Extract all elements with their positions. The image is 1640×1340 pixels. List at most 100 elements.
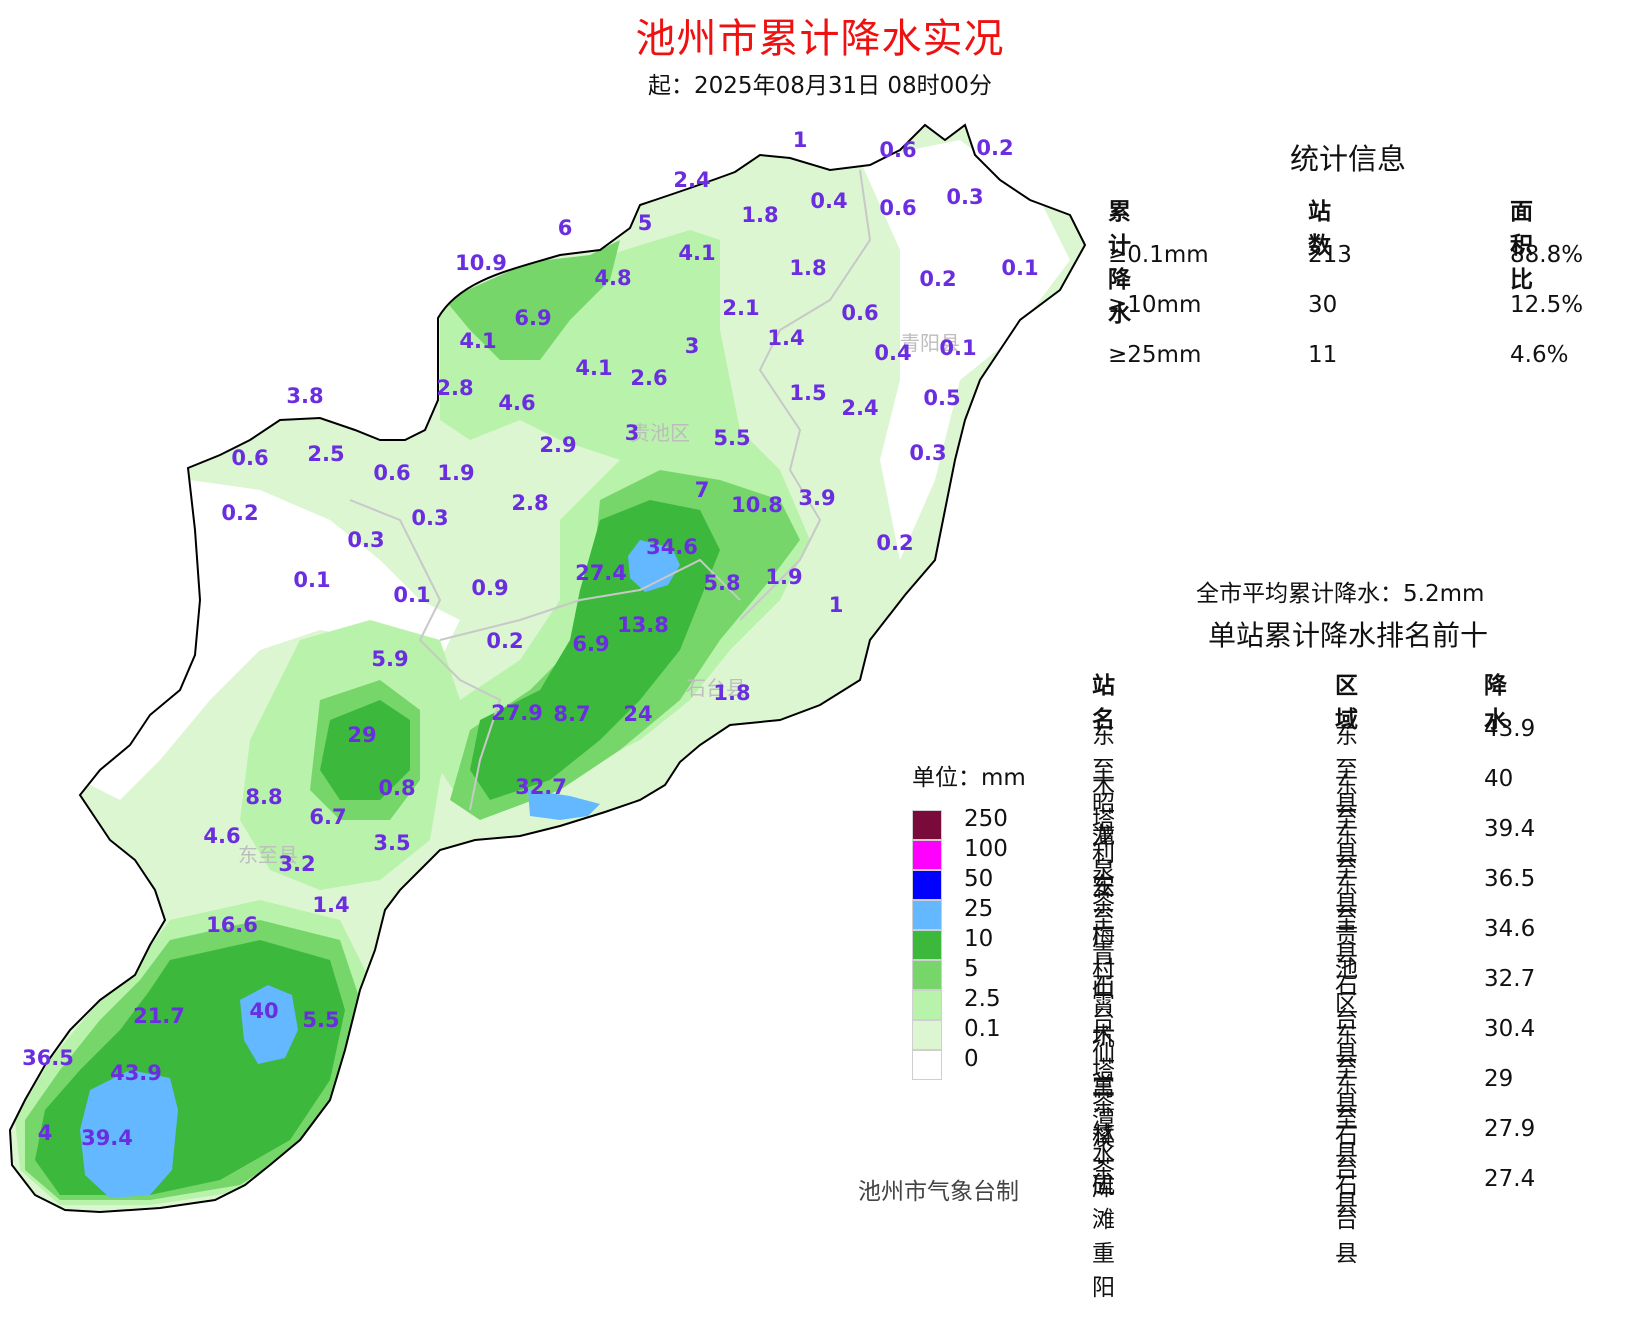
- station-value: 24: [623, 702, 652, 726]
- station-value: 0.1: [939, 336, 976, 360]
- station-value: 2.5: [307, 442, 344, 466]
- map-title: 池州市累计降水实况: [635, 16, 1005, 62]
- legend-label: 0.1: [964, 1016, 1001, 1042]
- ranking-cell: 东至县: [1335, 823, 1358, 917]
- station-value: 29: [347, 723, 376, 747]
- station-value: 0.3: [946, 185, 983, 209]
- station-value: 5: [638, 211, 653, 235]
- station-value: 2.8: [436, 376, 473, 400]
- ranking-cell: 石台县: [1335, 1173, 1358, 1267]
- legend-label: 10: [964, 926, 994, 952]
- station-value: 0.3: [347, 528, 384, 552]
- station-value: 3.2: [278, 852, 315, 876]
- station-value: 4.6: [203, 824, 240, 848]
- county-boundaries: [349, 169, 872, 811]
- station-value: 0.2: [486, 629, 523, 653]
- station-value: 0.6: [879, 196, 916, 220]
- station-value: 0.2: [876, 531, 913, 555]
- ranking-cell: 梅村霄坑: [1092, 923, 1115, 1051]
- station-value: 40: [249, 999, 278, 1023]
- ranking-cell: 东至县: [1335, 1023, 1358, 1117]
- station-value: 2.4: [673, 168, 710, 192]
- stats-cell: 11: [1308, 342, 1338, 368]
- station-value: 32.7: [515, 775, 567, 799]
- stats-header: 面积比: [1510, 199, 1533, 293]
- station-value: 3.8: [286, 384, 323, 408]
- legend-label: 250: [964, 806, 1008, 832]
- ranking-cell: 30.4: [1484, 1016, 1536, 1042]
- ranking-cell: 东至昭潭: [1092, 723, 1115, 851]
- station-value: 4.1: [678, 241, 715, 265]
- district-label: 石台县: [686, 676, 746, 700]
- station-value: 4.6: [498, 391, 535, 415]
- station-value: 2.8: [511, 491, 548, 515]
- ranking-cell: 东至县: [1335, 873, 1358, 967]
- station-value: 0.6: [373, 461, 410, 485]
- station-value: 6.9: [572, 632, 609, 656]
- ranking-cell: 东至县: [1335, 773, 1358, 867]
- stats-cell: 12.5%: [1510, 292, 1584, 318]
- station-value: 6: [558, 216, 573, 240]
- station-value: 0.2: [221, 501, 258, 525]
- station-value: 13.8: [617, 613, 669, 637]
- legend-swatch: [912, 990, 942, 1020]
- station-value: 0.6: [231, 446, 268, 470]
- station-value: 1.8: [741, 203, 778, 227]
- legend-swatch: [912, 870, 942, 900]
- ranking-cell: 29: [1484, 1066, 1514, 1092]
- station-value: 10.8: [731, 493, 783, 517]
- station-value: 0.1: [393, 583, 430, 607]
- station-value: 2.1: [722, 296, 759, 320]
- ranking-cell: 34.6: [1484, 916, 1536, 942]
- station-value: 0.3: [909, 441, 946, 465]
- legend-label: 5: [964, 956, 979, 982]
- district-label: 贵池区: [630, 421, 690, 445]
- station-value: 1.8: [713, 681, 750, 705]
- legend-swatch: [912, 930, 942, 960]
- station-value: 3: [685, 334, 700, 358]
- station-value: 6.7: [309, 805, 346, 829]
- station-value: 27.9: [491, 701, 543, 725]
- ranking-cell: 木塔茶溪: [1092, 1023, 1115, 1151]
- station-value: 4.1: [575, 356, 612, 380]
- station-value: 0.8: [378, 776, 415, 800]
- station-value: 5.5: [302, 1008, 339, 1032]
- stats-cell: 4.6%: [1510, 342, 1569, 368]
- station-value: 5.5: [713, 426, 750, 450]
- station-value: 16.6: [206, 913, 258, 937]
- stats-cell: ≥25mm: [1108, 342, 1202, 368]
- legend-swatch: [912, 960, 942, 990]
- station-value: 4.1: [459, 329, 496, 353]
- ranking-cell: 东至青山: [1092, 873, 1115, 1001]
- station-value: 3: [625, 421, 640, 445]
- station-value: 3.9: [798, 486, 835, 510]
- credit: 池州市气象台制: [858, 1179, 1019, 1205]
- station-value: 3.5: [373, 831, 410, 855]
- ranking-cell: 32.7: [1484, 966, 1536, 992]
- station-value: 4.8: [594, 266, 631, 290]
- station-value: 0.4: [874, 341, 911, 365]
- station-value: 0.6: [879, 138, 916, 162]
- legend-label: 25: [964, 896, 994, 922]
- ranking-header: 区域: [1335, 673, 1358, 733]
- station-value: 0.1: [293, 568, 330, 592]
- station-value: 5.8: [703, 571, 740, 595]
- station-value: 0.5: [923, 386, 960, 410]
- stats-cell: 30: [1308, 292, 1338, 318]
- legend-swatch: [912, 900, 942, 930]
- station-value: 5.9: [371, 647, 408, 671]
- ranking-cell: 43.9: [1484, 716, 1536, 742]
- station-value: 43.9: [110, 1061, 162, 1085]
- station-value: 1.9: [765, 565, 802, 589]
- ranking-cell: 27.9: [1484, 1116, 1536, 1142]
- city-average: 全市平均累计降水：5.2mm: [1196, 581, 1485, 607]
- station-value: 0.9: [471, 576, 508, 600]
- stats-header: 累计降水: [1108, 199, 1131, 327]
- legend-swatch: [912, 1020, 942, 1050]
- station-value: 1.9: [437, 461, 474, 485]
- ranking-cell: 东至县: [1335, 723, 1358, 817]
- station-value: 2.4: [841, 396, 878, 420]
- legend-swatch: [912, 840, 942, 870]
- station-value: 1.4: [312, 893, 349, 917]
